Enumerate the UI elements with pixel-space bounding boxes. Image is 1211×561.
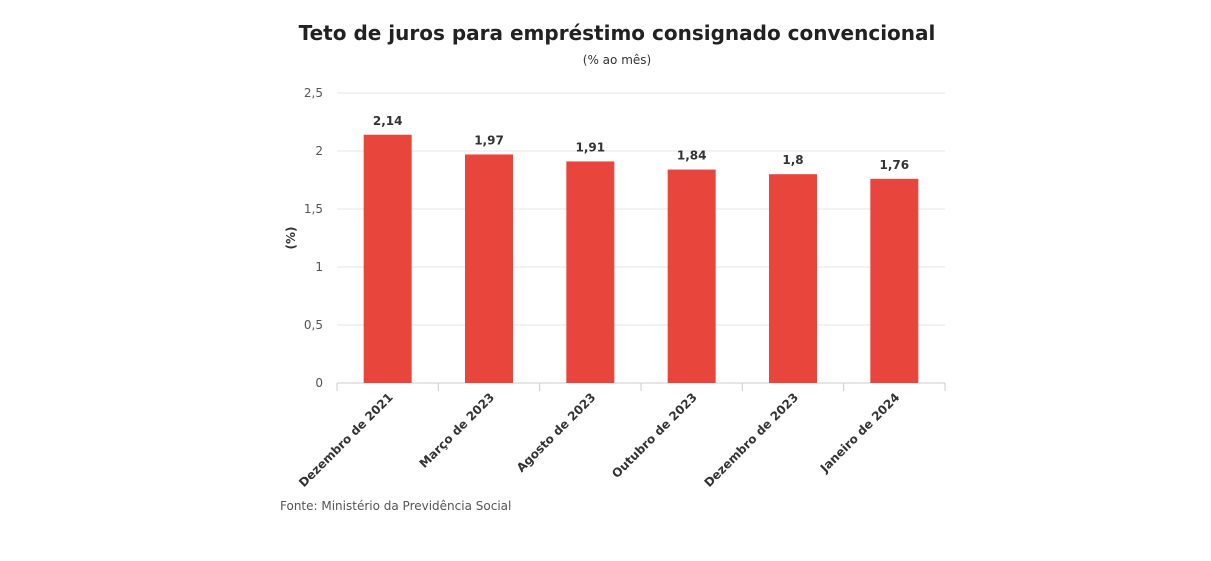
data-labels: 2,14 1,97 1,91 1,84 1,8 1,76 bbox=[373, 114, 909, 172]
y-axis-label: (%) bbox=[284, 227, 298, 250]
x-axis-ticks: Dezembro de 2021 Março de 2023 Agosto de 2… bbox=[296, 383, 946, 490]
chart-title: Teto de juros para empréstimo consignado… bbox=[299, 21, 936, 45]
x-tick-label: Dezembro de 2021 bbox=[296, 390, 396, 490]
y-tick-label: 0,5 bbox=[304, 318, 323, 332]
data-label: 1,84 bbox=[677, 149, 707, 163]
data-label: 1,8 bbox=[782, 153, 803, 167]
x-tick-label: Agosto de 2023 bbox=[514, 390, 599, 475]
data-label: 1,91 bbox=[576, 140, 606, 154]
source-note: Fonte: Ministério da Previdência Social bbox=[280, 499, 511, 513]
y-tick-label: 2 bbox=[315, 144, 323, 158]
bar bbox=[870, 178, 919, 383]
y-tick-label: 1,5 bbox=[304, 202, 323, 216]
bar bbox=[667, 169, 716, 383]
y-axis-ticks: 0 0,5 1 1,5 2 2,5 bbox=[304, 86, 323, 390]
data-label: 1,76 bbox=[880, 158, 910, 172]
bar bbox=[465, 154, 513, 383]
data-label: 2,14 bbox=[373, 114, 403, 128]
bar bbox=[769, 174, 817, 383]
y-tick-label: 0 bbox=[315, 376, 323, 390]
bar bbox=[363, 134, 412, 383]
data-label: 1,97 bbox=[474, 133, 504, 147]
x-tick-label: Dezembro de 2023 bbox=[701, 390, 801, 490]
y-tick-label: 1 bbox=[315, 260, 323, 274]
chart-subtitle: (% ao mês) bbox=[583, 53, 651, 67]
x-tick-label: Outubro de 2023 bbox=[609, 390, 700, 481]
x-tick-label: Janeiro de 2024 bbox=[817, 390, 903, 476]
y-tick-label: 2,5 bbox=[304, 86, 323, 100]
bars bbox=[363, 134, 919, 383]
grid bbox=[337, 92, 945, 384]
x-tick-label: Março de 2023 bbox=[417, 390, 497, 470]
bar bbox=[566, 161, 615, 383]
